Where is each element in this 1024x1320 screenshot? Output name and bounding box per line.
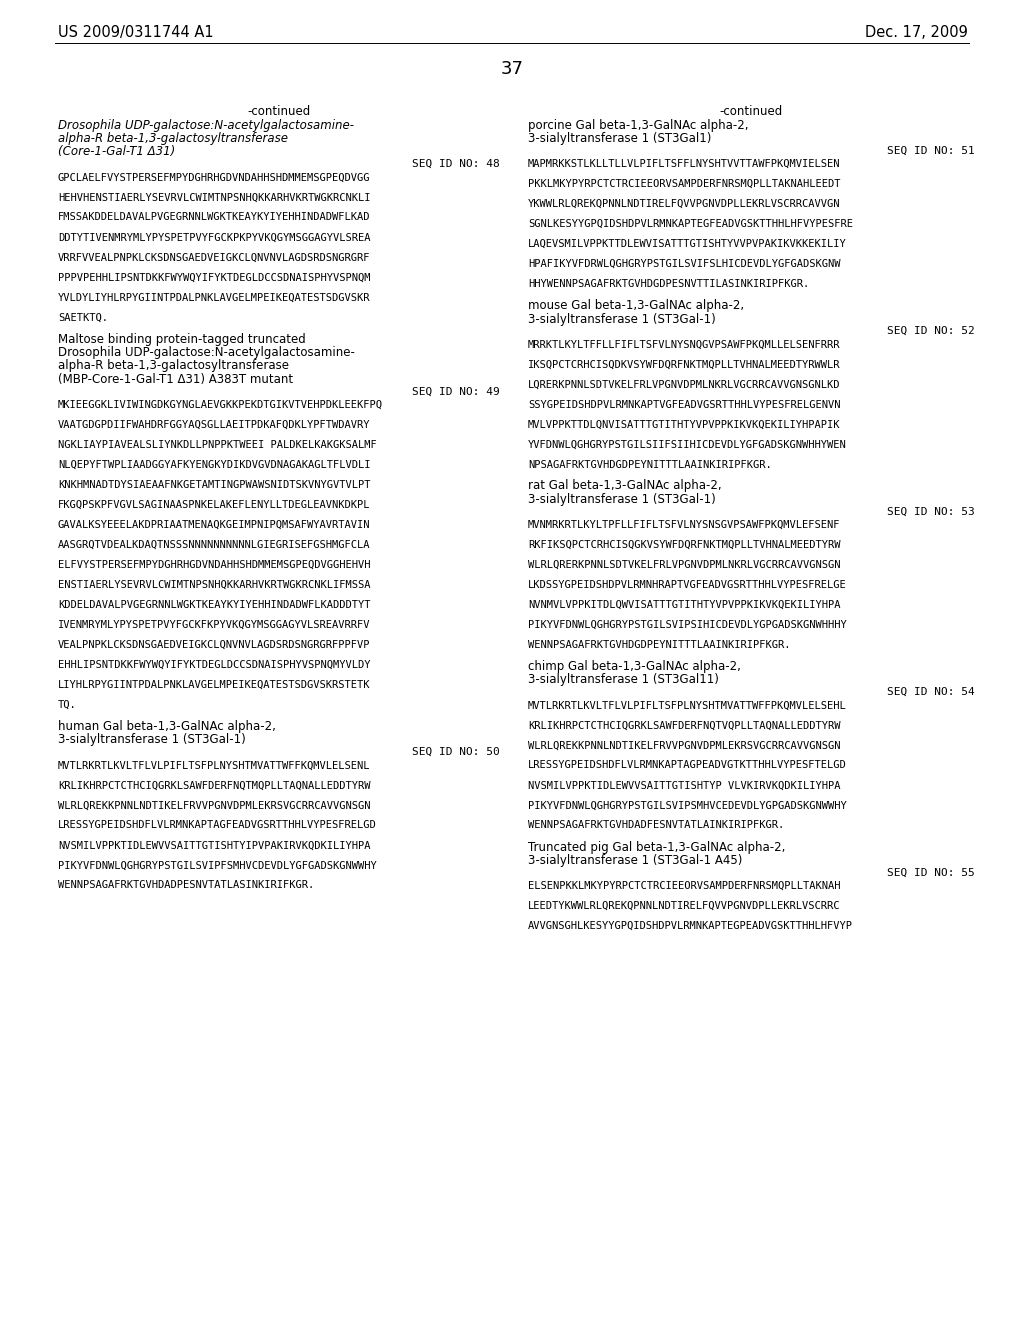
- Text: LRESSYGPEIDSHDFLVLRMNKAPTAGPEADVGTKTTHHLVYPESFTELGD: LRESSYGPEIDSHDFLVLRMNKAPTAGPEADVGTKTTHHL…: [528, 760, 847, 771]
- Text: Dec. 17, 2009: Dec. 17, 2009: [865, 25, 968, 40]
- Text: 3-sialyltransferase 1 (ST3Gal1): 3-sialyltransferase 1 (ST3Gal1): [528, 132, 712, 145]
- Text: -continued: -continued: [720, 106, 783, 117]
- Text: KDDELDAVALPVGEGRNNLWGKTKEAYKYIYEHHINDADWFLKADDDTYT: KDDELDAVALPVGEGRNNLWGKTKEAYKYIYEHHINDADW…: [58, 601, 371, 610]
- Text: EHHLIPSNTDKKFWYWQYIFYKTDEGLDCCSDNAISPHYVSPNQMYVLDY: EHHLIPSNTDKKFWYWQYIFYKTDEGLDCCSDNAISPHYV…: [58, 660, 371, 671]
- Text: human Gal beta-1,3-GalNAc alpha-2,: human Gal beta-1,3-GalNAc alpha-2,: [58, 719, 275, 733]
- Text: SGNLKESYYGPQIDSHDPVLRMNKAPTEGFEADVGSKTTHHLHFVYPESFRE: SGNLKESYYGPQIDSHDPVLRMNKAPTEGFEADVGSKTTH…: [528, 219, 853, 228]
- Text: IVENMRYMLYPYSPETPVYFGCKFKPYVKQGYMSGGAGYVLSREAVRRFV: IVENMRYMLYPYSPETPVYFGCKFKPYVKQGYMSGGAGYV…: [58, 620, 371, 630]
- Text: TQ.: TQ.: [58, 700, 77, 710]
- Text: MVTLRKRTLKVLTFLVLPIFLTSFPLNYSHTMVATTWFFKQMVLELSENL: MVTLRKRTLKVLTFLVLPIFLTSFPLNYSHTMVATTWFFK…: [58, 760, 371, 771]
- Text: HEHVHENSTIAERLYSEVRVLCWIMTNPSNHQKKARHVKRTWGKRCNKLI: HEHVHENSTIAERLYSEVRVLCWIMTNPSNHQKKARHVKR…: [58, 193, 371, 202]
- Text: 3-sialyltransferase 1 (ST3Gal-1): 3-sialyltransferase 1 (ST3Gal-1): [528, 313, 716, 326]
- Text: alpha-R beta-1,3-galactosyltransferase: alpha-R beta-1,3-galactosyltransferase: [58, 359, 289, 372]
- Text: NPSAGAFRKTGVHDGDPEYNITTTLAAINKIRIPFKGR.: NPSAGAFRKTGVHDGDPEYNITTTLAAINKIRIPFKGR.: [528, 459, 772, 470]
- Text: chimp Gal beta-1,3-GalNAc alpha-2,: chimp Gal beta-1,3-GalNAc alpha-2,: [528, 660, 741, 673]
- Text: SAETKTQ.: SAETKTQ.: [58, 313, 108, 322]
- Text: YKWWLRLQREKQPNNLNDTIRELFQVVPGNVDPLLEKRLVSCRRCAVVGN: YKWWLRLQREKQPNNLNDTIRELFQVVPGNVDPLLEKRLV…: [528, 199, 841, 209]
- Text: LEEDTYKWWLRLQREKQPNNLNDTIRELFQVVPGNVDPLLEKRLVSCRRC: LEEDTYKWWLRLQREKQPNNLNDTIRELFQVVPGNVDPLL…: [528, 902, 841, 911]
- Text: MVLVPPKTTDLQNVISATTTGTITHTYVPVPPKIKVKQEKILIYHPAPIK: MVLVPPKTTDLQNVISATTTGTITHTYVPVPPKIKVKQEK…: [528, 420, 841, 429]
- Text: PIKYVFDNWLQGHGRYPSTGILSVIPSIHICDEVDLYGPGADSKGNWHHHY: PIKYVFDNWLQGHGRYPSTGILSVIPSIHICDEVDLYGPG…: [528, 620, 847, 630]
- Text: Drosophila UDP-galactose:N-acetylgalactosamine-: Drosophila UDP-galactose:N-acetylgalacto…: [58, 119, 354, 132]
- Text: HPAFIKYVFDRWLQGHGRYPSTGILSVIFSLHICDEVDLYGFGADSKGNW: HPAFIKYVFDRWLQGHGRYPSTGILSVIFSLHICDEVDLY…: [528, 259, 841, 269]
- Text: AASGRQTVDEALKDAQTNSSSNNNNNNNNNNLGIEGRISEFGSHMGFCLA: AASGRQTVDEALKDAQTNSSSNNNNNNNNNNLGIEGRISE…: [58, 540, 371, 550]
- Text: NLQEPYFTWPLIAADGGYAFKYENGKYDIKDVGVDNAGAKAGLTFLVDLI: NLQEPYFTWPLIAADGGYAFKYENGKYDIKDVGVDNAGAK…: [58, 459, 371, 470]
- Text: MKIEEGGKLIVIWINGDKGYNGLAEVGKKPEKDTGIKVTVEHPDKLEEKFPQ: MKIEEGGKLIVIWINGDKGYNGLAEVGKKPEKDTGIKVTV…: [58, 400, 383, 411]
- Text: NVNMVLVPPKITDLQWVISATTTGTITHTYVPVPPKIKVKQEKILIYHPA: NVNMVLVPPKITDLQWVISATTTGTITHTYVPVPPKIKVK…: [528, 601, 841, 610]
- Text: WENNPSAGAFRKTGVHDADFESNVTATLAINKIRIPFKGR.: WENNPSAGAFRKTGVHDADFESNVTATLAINKIRIPFKGR…: [528, 821, 784, 830]
- Text: MVNMRKRTLKYLTPFLLFIFLTSFVLNYSNSGVPSAWFPKQMVLEFSENF: MVNMRKRTLKYLTPFLLFIFLTSFVLNYSNSGVPSAWFPK…: [528, 520, 841, 531]
- Text: NGKLIAYPIAVEALSLIYNKDLLPNPPKTWEEI PALDKELKAKGKSALMF: NGKLIAYPIAVEALSLIYNKDLLPNPPKTWEEI PALDKE…: [58, 440, 377, 450]
- Text: FMSSAKDDELDAVALPVGEGRNNLWGKTKEAYKYIYEHHINDADWFLKAD: FMSSAKDDELDAVALPVGEGRNNLWGKTKEAYKYIYEHHI…: [58, 213, 371, 223]
- Text: Truncated pig Gal beta-1,3-GalNAc alpha-2,: Truncated pig Gal beta-1,3-GalNAc alpha-…: [528, 841, 785, 854]
- Text: DDTYTIVENMRYMLYPYSPETPVYFGCKPKPYVKQGYMSGGAGYVLSREA: DDTYTIVENMRYMLYPYSPETPVYFGCKPKPYVKQGYMSG…: [58, 232, 371, 243]
- Text: alpha-R beta-1,3-galactosyltransferase: alpha-R beta-1,3-galactosyltransferase: [58, 132, 288, 145]
- Text: LQRERKPNNLSDTVKELFRLVPGNVDPMLNKRLVGCRRCAVVGNSGNLKD: LQRERKPNNLSDTVKELFRLVPGNVDPMLNKRLVGCRRCA…: [528, 380, 841, 389]
- Text: -continued: -continued: [248, 106, 310, 117]
- Text: KRLIKHRPCTCTHCIQGRKLSAWFDERFNQTVQPLLTAQNALLEDDTYRW: KRLIKHRPCTCTHCIQGRKLSAWFDERFNQTVQPLLTAQN…: [528, 721, 841, 730]
- Text: MVTLRKRTLKVLTFLVLPIFLTSFPLNYSHTMVATTWFFPKQMVLELSEHL: MVTLRKRTLKVLTFLVLPIFLTSFPLNYSHTMVATTWFFP…: [528, 701, 847, 710]
- Text: PIKYVFDNWLQGHGRYPSTGILSVIPFSMHVCDEVDLYGFGADSKGNWWHY: PIKYVFDNWLQGHGRYPSTGILSVIPFSMHVCDEVDLYGF…: [58, 861, 377, 870]
- Text: LRESSYGPEIDSHDFLVLRMNKAPTAGFEADVGSRTTHHLVYPESFRELGD: LRESSYGPEIDSHDFLVLRMNKAPTAGFEADVGSRTTHHL…: [58, 821, 377, 830]
- Text: IKSQPCTCRHCISQDKVSYWFDQRFNKTMQPLLTVHNALMEEDTYRWWLR: IKSQPCTCRHCISQDKVSYWFDQRFNKTMQPLLTVHNALM…: [528, 359, 841, 370]
- Text: SEQ ID NO: 49: SEQ ID NO: 49: [413, 387, 500, 396]
- Text: PPPVPEHHLIPSNTDKKFWYWQYIFYKTDEGLDCCSDNAISPHYVSPNQM: PPPVPEHHLIPSNTDKKFWYWQYIFYKTDEGLDCCSDNAI…: [58, 272, 371, 282]
- Text: PIKYVFDNWLQGHGRYPSTGILSVIPSMHVCEDEVDLYGPGADSKGNWWHY: PIKYVFDNWLQGHGRYPSTGILSVIPSMHVCEDEVDLYGP…: [528, 800, 847, 810]
- Text: AVVGNSGHLKESYYGPQIDSHDPVLRMNKAPTEGPEADVGSKTTHHLHFVYP: AVVGNSGHLKESYYGPQIDSHDPVLRMNKAPTEGPEADVG…: [528, 921, 853, 931]
- Text: SEQ ID NO: 50: SEQ ID NO: 50: [413, 747, 500, 756]
- Text: WLRLQREKKPNNLNDTIKELFRVVPGNVDPMLEKRSVGCRRCAVVGNSGN: WLRLQREKKPNNLNDTIKELFRVVPGNVDPMLEKRSVGCR…: [528, 741, 841, 751]
- Text: NVSMILVPPKTIDLEWVVSAITTGTISHTYP VLVKIRVKQDKILIYHPA: NVSMILVPPKTIDLEWVVSAITTGTISHTYP VLVKIRVK…: [528, 780, 841, 791]
- Text: RKFIKSQPCTCRHCISQGKVSYWFDQRFNKTMQPLLTVHNALMEEDTYRW: RKFIKSQPCTCRHCISQGKVSYWFDQRFNKTMQPLLTVHN…: [528, 540, 841, 550]
- Text: mouse Gal beta-1,3-GalNAc alpha-2,: mouse Gal beta-1,3-GalNAc alpha-2,: [528, 300, 744, 312]
- Text: ELFVYSTPERSEFMPYDGHRHGDVNDAHHSHDMMEMSGPEQDVGGHEHVH: ELFVYSTPERSEFMPYDGHRHGDVNDAHHSHDMMEMSGPE…: [58, 560, 371, 570]
- Text: WLRLQREKKPNNLNDTIKELFRVVPGNVDPMLEKRSVGCRRCAVVGNSGN: WLRLQREKKPNNLNDTIKELFRVVPGNVDPMLEKRSVGCR…: [58, 800, 371, 810]
- Text: SSYGPEIDSHDPVLRMNKAPTVGFEADVGSRTTHHLVYPESFRELGENVN: SSYGPEIDSHDPVLRMNKAPTVGFEADVGSRTTHHLVYPE…: [528, 400, 841, 409]
- Text: YVFDNWLQGHGRYPSTGILSIIFSIIHICDEVDLYGFGADSKGNWHHYWEN: YVFDNWLQGHGRYPSTGILSIIFSIIHICDEVDLYGFGAD…: [528, 440, 847, 450]
- Text: ENSTIAERLYSEVRVLCWIMTNPSNHQKKARHVKRTWGKRCNKLIFMSSA: ENSTIAERLYSEVRVLCWIMTNPSNHQKKARHVKRTWGKR…: [58, 579, 371, 590]
- Text: MAPMRKKSTLKLLTLLVLPIFLTSFFLNYSHTVVTTAWFPKQMVIELSEN: MAPMRKKSTLKLLTLLVLPIFLTSFFLNYSHTVVTTAWFP…: [528, 158, 841, 169]
- Text: 3-sialyltransferase 1 (ST3Gal-1): 3-sialyltransferase 1 (ST3Gal-1): [58, 734, 246, 747]
- Text: WLRLQRERKPNNLSDTVKELFRLVPGNVDPMLNKRLVGCRRCAVVGNSGN: WLRLQRERKPNNLSDTVKELFRLVPGNVDPMLNKRLVGCR…: [528, 560, 841, 570]
- Text: SEQ ID NO: 55: SEQ ID NO: 55: [887, 867, 975, 878]
- Text: YVLDYLIYHLRPYGIINTPDALPNKLAVGELMPEIKEQATESTSDGVSKR: YVLDYLIYHLRPYGIINTPDALPNKLAVGELMPEIKEQAT…: [58, 293, 371, 302]
- Text: Maltose binding protein-tagged truncated: Maltose binding protein-tagged truncated: [58, 333, 306, 346]
- Text: VRRFVVEALPNPKLCKSDNSGAEDVEIGKCLQNVNVLAGDSRDSNGRGRF: VRRFVVEALPNPKLCKSDNSGAEDVEIGKCLQNVNVLAGD…: [58, 252, 371, 263]
- Text: SEQ ID NO: 48: SEQ ID NO: 48: [413, 158, 500, 169]
- Text: SEQ ID NO: 53: SEQ ID NO: 53: [887, 507, 975, 516]
- Text: SEQ ID NO: 54: SEQ ID NO: 54: [887, 686, 975, 697]
- Text: 37: 37: [501, 59, 523, 78]
- Text: 3-sialyltransferase 1 (ST3Gal-1): 3-sialyltransferase 1 (ST3Gal-1): [528, 492, 716, 506]
- Text: KNKHMNADTDYSIAEAAFNKGETAMTINGPWAWSNIDTSKVNYGVTVLPT: KNKHMNADTDYSIAEAAFNKGETAMTINGPWAWSNIDTSK…: [58, 480, 371, 490]
- Text: rat Gal beta-1,3-GalNAc alpha-2,: rat Gal beta-1,3-GalNAc alpha-2,: [528, 479, 722, 492]
- Text: 3-sialyltransferase 1 (ST3Gal-1 A45): 3-sialyltransferase 1 (ST3Gal-1 A45): [528, 854, 742, 867]
- Text: (MBP-Core-1-Gal-T1 Δ31) A383T mutant: (MBP-Core-1-Gal-T1 Δ31) A383T mutant: [58, 374, 293, 385]
- Text: SEQ ID NO: 52: SEQ ID NO: 52: [887, 326, 975, 337]
- Text: WENNPSAGAFRKTGVHDGDPEYNITTTLAAINKIRIPFKGR.: WENNPSAGAFRKTGVHDGDPEYNITTTLAAINKIRIPFKG…: [528, 640, 791, 649]
- Text: LKDSSYGPEIDSHDPVLRMNHRAPTVGFEADVGSRTTHHLVYPESFRELGE: LKDSSYGPEIDSHDPVLRMNHRAPTVGFEADVGSRTTHHL…: [528, 579, 847, 590]
- Text: ELSENPKKLMKYPYRPCTCTRCIEEORVSAMPDERFNRSMQPLLTAKNAH: ELSENPKKLMKYPYRPCTCTRCIEEORVSAMPDERFNRSM…: [528, 880, 841, 891]
- Text: SEQ ID NO: 51: SEQ ID NO: 51: [887, 145, 975, 156]
- Text: WENNPSAGAFRKTGVHDADPESNVTATLASINKIRIFKGR.: WENNPSAGAFRKTGVHDADPESNVTATLASINKIRIFKGR…: [58, 880, 314, 891]
- Text: HHYWENNPSAGAFRKTGVHDGDPESNVTTILASINKIRIPFKGR.: HHYWENNPSAGAFRKTGVHDGDPESNVTTILASINKIRIP…: [528, 279, 809, 289]
- Text: FKGQPSKPFVGVLSAGINAASPNKELAKEFLENYLLTDEGLEAVNKDKPL: FKGQPSKPFVGVLSAGINAASPNKELAKEFLENYLLTDEG…: [58, 500, 371, 510]
- Text: GPCLAELFVYSTPERSEFMPYDGHRHGDVNDAHHSHDMMEMSGPEQDVGG: GPCLAELFVYSTPERSEFMPYDGHRHGDVNDAHHSHDMME…: [58, 173, 371, 182]
- Text: (Core-1-Gal-T1 Δ31): (Core-1-Gal-T1 Δ31): [58, 145, 175, 158]
- Text: Drosophila UDP-galactose:N-acetylgalactosamine-: Drosophila UDP-galactose:N-acetylgalacto…: [58, 346, 355, 359]
- Text: VEALPNPKLCKSDNSGAEDVEIGKCLQNVNVLAGDSRDSNGRGRFPPFVP: VEALPNPKLCKSDNSGAEDVEIGKCLQNVNVLAGDSRDSN…: [58, 640, 371, 649]
- Text: GAVALKSYEEELAKDPRIAATMENAQKGEIMPNIPQMSAFWYAVRTAVIN: GAVALKSYEEELAKDPRIAATMENAQKGEIMPNIPQMSAF…: [58, 520, 371, 531]
- Text: LAQEVSMILVPPKTTDLEWVISATTTGTISHTYVVPVPAKIKVKKEKILIY: LAQEVSMILVPPKTTDLEWVISATTTGTISHTYVVPVPAK…: [528, 239, 847, 249]
- Text: KRLIKHRPCTCTHCIQGRKLSAWFDERFNQTMQPLLTAQNALLEDDTYRW: KRLIKHRPCTCTHCIQGRKLSAWFDERFNQTMQPLLTAQN…: [58, 780, 371, 791]
- Text: US 2009/0311744 A1: US 2009/0311744 A1: [58, 25, 214, 40]
- Text: porcine Gal beta-1,3-GalNAc alpha-2,: porcine Gal beta-1,3-GalNAc alpha-2,: [528, 119, 749, 132]
- Text: PKKLMKYPYRPCTCTRCIEEORVSAMPDERFNRSMQPLLTAKNAHLEEDT: PKKLMKYPYRPCTCTRCIEEORVSAMPDERFNRSMQPLLT…: [528, 180, 841, 189]
- Text: VAATGDGPDIIFWAHDRFGGYAQSGLLAEITPDKAFQDKLYPFTWDAVRY: VAATGDGPDIIFWAHDRFGGYAQSGLLAEITPDKAFQDKL…: [58, 420, 371, 430]
- Text: MRRKTLKYLTFFLLFIFLTSFVLNYSNQGVPSAWFPKQMLLELSENFRRR: MRRKTLKYLTFFLLFIFLTSFVLNYSNQGVPSAWFPKQML…: [528, 339, 841, 350]
- Text: LIYHLRPYGIINTPDALPNKLAVGELMPEIKEQATESTSDGVSKRSTETK: LIYHLRPYGIINTPDALPNKLAVGELMPEIKEQATESTSD…: [58, 680, 371, 690]
- Text: 3-sialyltransferase 1 (ST3Gal11): 3-sialyltransferase 1 (ST3Gal11): [528, 673, 719, 686]
- Text: NVSMILVPPKTIDLEWVVSAITTGTISHTYIPVPAKIRVKQDKILIYHPA: NVSMILVPPKTIDLEWVVSAITTGTISHTYIPVPAKIRVK…: [58, 841, 371, 850]
